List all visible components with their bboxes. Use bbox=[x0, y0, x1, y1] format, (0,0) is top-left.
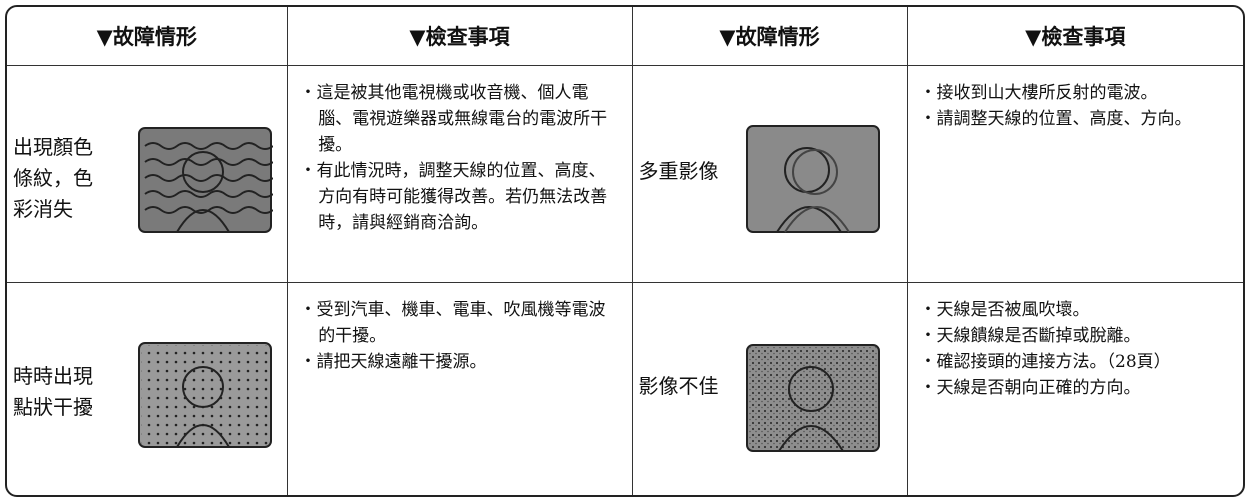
row: 時時出現點狀干擾 ・受到汽車、機車、電車、吹風機等電波的干擾。・請把天線遠離干擾… bbox=[7, 282, 1243, 495]
table-frame: ▼故障情形 ▼檢查事項 ▼故障情形 ▼檢查事項 出現顏色條紋，色彩消失 ・這是被… bbox=[5, 5, 1245, 497]
header-cell: ▼檢查事項 bbox=[906, 7, 1243, 66]
problem-cell: 時時出現 點狀干擾 bbox=[7, 282, 288, 495]
check-item: ・受到汽車、機車、電車、吹風機等電波的干擾。 bbox=[299, 300, 606, 346]
tv-image bbox=[745, 125, 880, 233]
header-cell: ▼故障情形 bbox=[7, 7, 288, 66]
problem-line: 出現顏色 bbox=[13, 135, 93, 159]
problem-line: 彩消失 bbox=[13, 197, 73, 221]
check-item: ・請把天線遠離干擾源。 bbox=[299, 352, 487, 372]
header-cell: ▼檢查事項 bbox=[286, 7, 633, 66]
header-row: ▼故障情形 ▼檢查事項 ▼故障情形 ▼檢查事項 bbox=[7, 7, 1243, 66]
check-item: ・確認接頭的連接方法。（28頁） bbox=[919, 352, 1171, 372]
problem-label: 時時出現 點狀干擾 bbox=[13, 361, 93, 423]
check-item: ・這是被其他電視機或收音機、個人電腦、電視遊樂器或無線電台的電波所干擾。 bbox=[299, 83, 608, 155]
check-item: ・天線是否被風吹壞。 bbox=[919, 300, 1090, 320]
tv-image bbox=[138, 342, 272, 448]
problem-cell: 出現顏色條紋，色彩消失 bbox=[7, 65, 288, 283]
check-cell: ・接收到山大樓所反射的電波。・請調整天線的位置、高度、方向。 bbox=[906, 65, 1243, 283]
row: 出現顏色條紋，色彩消失 ・這是被其他電視機或收音機、個人電腦、電視遊樂器或無線電… bbox=[7, 65, 1243, 283]
problem-line: 時時出現 bbox=[13, 364, 93, 388]
problem-label: 影像不佳 bbox=[639, 371, 719, 402]
header-cell: ▼故障情形 bbox=[631, 7, 908, 66]
check-cell: ・這是被其他電視機或收音機、個人電腦、電視遊樂器或無線電台的電波所干擾。 ・有此情… bbox=[286, 65, 633, 283]
check-item: ・天線是否朝向正確的方向。 bbox=[919, 378, 1141, 398]
problem-line: 影像不佳 bbox=[638, 374, 719, 398]
problem-cell: 影像不佳 bbox=[631, 282, 908, 495]
check-cell: ・受到汽車、機車、電車、吹風機等電波的干擾。・請把天線遠離干擾源。 bbox=[286, 282, 633, 495]
problem-line: 條紋，色 bbox=[13, 166, 93, 190]
problem-line: 點狀干擾 bbox=[13, 395, 93, 419]
problem-line: 多重影像 bbox=[638, 159, 719, 183]
troubleshooting-table: ▼故障情形 ▼檢查事項 ▼故障情形 ▼檢查事項 出現顏色條紋，色彩消失 ・這是被… bbox=[7, 7, 1243, 495]
check-item: ・請調整天線的位置、高度、方向。 bbox=[919, 109, 1192, 129]
check-item: ・有此情況時，調整天線的位置、高度、方向有時可能獲得改善。若仍無法改善時，請與經… bbox=[299, 161, 608, 233]
tv-image bbox=[745, 344, 880, 452]
check-item: ・天線饋線是否斷掉或脫離。 bbox=[919, 326, 1141, 346]
problem-cell: 多重影像 bbox=[631, 65, 908, 283]
problem-label: 出現顏色條紋，色彩消失 bbox=[13, 132, 93, 225]
problem-label: 多重影像 bbox=[639, 156, 719, 187]
tv-image bbox=[138, 127, 273, 233]
check-cell: ・天線是否被風吹壞。・天線饋線是否斷掉或脫離。・確認接頭的連接方法。（28頁） ・… bbox=[906, 282, 1243, 495]
check-item: ・接收到山大樓所反射的電波。 bbox=[919, 83, 1158, 103]
